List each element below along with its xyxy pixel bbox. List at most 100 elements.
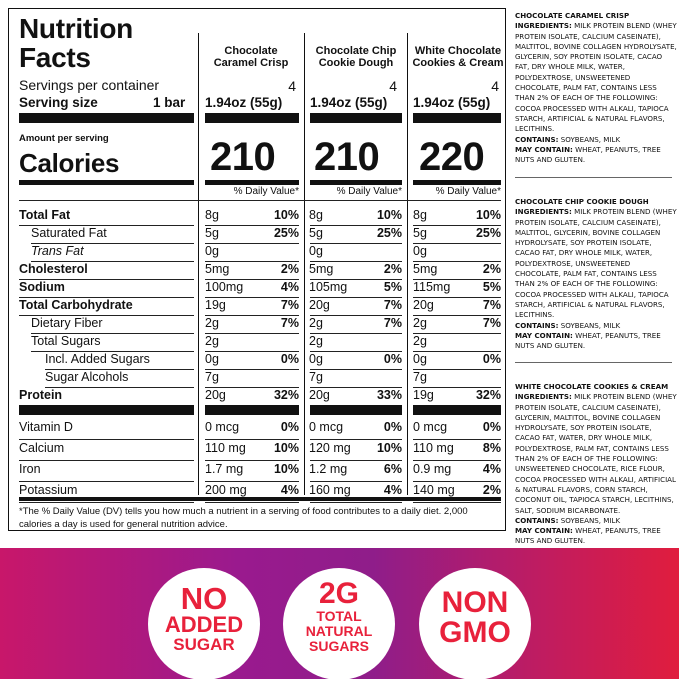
nutrient-percent: 2% xyxy=(482,262,501,276)
nutrient-percent: 4% xyxy=(383,483,402,497)
row-divider xyxy=(19,460,194,461)
medium-rule xyxy=(19,180,194,185)
row-divider xyxy=(31,333,194,334)
nutrient-label: Cholesterol xyxy=(19,262,88,276)
row-divider xyxy=(19,225,194,226)
calories-value: 210 xyxy=(210,135,276,179)
nutrient-percent: 7% xyxy=(383,316,402,330)
may-contain-label: MAY CONTAIN: xyxy=(515,330,573,340)
row-divider xyxy=(413,439,501,440)
nutrient-percent: 10% xyxy=(273,208,299,222)
nutrient-amount: 7g xyxy=(413,370,427,384)
contains-text: SOYBEANS, MILK xyxy=(560,515,621,525)
thick-rule xyxy=(310,405,402,415)
thick-rule xyxy=(413,405,501,415)
nutrient-percent: 33% xyxy=(376,388,402,402)
nutrient-percent: 32% xyxy=(273,388,299,402)
nutrient-label: Protein xyxy=(19,388,63,402)
nutrient-amount: 0g xyxy=(205,352,219,366)
servings-value: 4 xyxy=(288,78,296,94)
serving-size-product: 1.94oz (55g) xyxy=(205,95,283,110)
row-divider xyxy=(310,460,402,461)
serving-size-product: 1.94oz (55g) xyxy=(413,95,491,110)
row-divider xyxy=(413,387,501,388)
nutrient-amount: 5g xyxy=(309,226,323,240)
nutrient-percent: 7% xyxy=(280,298,299,312)
badge-line: 2G xyxy=(318,577,360,610)
row-divider xyxy=(205,439,299,440)
nutrient-percent: 0% xyxy=(482,420,501,434)
contains-text: SOYBEANS, MILK xyxy=(560,134,621,144)
nutrient-amount: 20g xyxy=(413,298,434,312)
row-divider xyxy=(413,243,501,244)
nutrient-amount: 8g xyxy=(309,208,323,222)
nutrient-amount: 20g xyxy=(205,388,226,402)
row-divider xyxy=(413,351,501,352)
may-contain-label: MAY CONTAIN: xyxy=(515,526,573,536)
row-divider xyxy=(205,460,299,461)
nutrient-label: Incl. Added Sugars xyxy=(45,352,150,366)
nutrient-amount: 100mg xyxy=(205,280,244,294)
badge-line: TOTAL xyxy=(316,608,362,624)
thick-rule xyxy=(205,405,299,415)
nutrition-facts-title: Nutrition Facts xyxy=(19,13,133,73)
row-divider xyxy=(19,315,194,316)
nutrient-amount: 2g xyxy=(205,334,219,348)
badge-line: GMO xyxy=(439,616,511,649)
row-divider xyxy=(310,481,402,482)
nutrient-percent: 0% xyxy=(280,420,299,434)
row-divider xyxy=(310,261,402,262)
nutrient-label: Calcium xyxy=(19,441,65,455)
row-divider xyxy=(205,243,299,244)
ingredients-text: MILK PROTEIN BLEND (WHEY PROTEIN ISOLATE… xyxy=(515,21,677,134)
column-divider xyxy=(407,33,408,495)
nutrient-percent: 25% xyxy=(475,226,501,240)
nutrient-percent: 10% xyxy=(273,441,299,455)
ingredients-heading: CHOCOLATE CARAMEL CRISP xyxy=(515,11,630,20)
calories-label: Calories xyxy=(19,148,120,178)
nutrient-amount: 0g xyxy=(309,352,323,366)
may-contain-text: WHEAT, PEANUTS, TREE NUTS AND GLUTEN. xyxy=(515,144,661,165)
row-divider xyxy=(310,315,402,316)
nutrient-percent: 2% xyxy=(482,483,501,497)
nutrient-amount: 2g xyxy=(205,316,219,330)
ingredients-caramel-crisp: CHOCOLATE CARAMEL CRISP INGREDIENTS: MIL… xyxy=(515,11,677,165)
nutrient-amount: 105mg xyxy=(309,280,348,294)
column-divider xyxy=(304,33,305,495)
row-divider xyxy=(205,261,299,262)
nutrient-amount: 5g xyxy=(413,226,427,240)
contains-label: CONTAINS: xyxy=(515,515,559,525)
thick-rule xyxy=(205,113,299,123)
row-divider xyxy=(310,387,402,388)
nutrient-percent: 7% xyxy=(280,316,299,330)
badge-line: NON xyxy=(441,586,509,619)
nutrient-percent: 10% xyxy=(273,462,299,476)
medium-rule xyxy=(19,497,501,501)
servings-value: 4 xyxy=(491,78,499,94)
calories-value: 220 xyxy=(419,135,485,179)
ingredients-heading: WHITE CHOCOLATE COOKIES & CREAM xyxy=(515,382,669,391)
nutrient-amount: 7g xyxy=(309,370,323,384)
ingredients-text: MILK PROTEIN BLEND (WHEY PROTEIN ISOLATE… xyxy=(515,392,677,515)
nutrient-amount: 0.9 mg xyxy=(413,462,452,476)
row-divider xyxy=(205,351,299,352)
nutrient-amount: 110 mg xyxy=(413,441,454,455)
nutrient-percent: 7% xyxy=(482,298,501,312)
ingredients-divider xyxy=(515,177,672,178)
row-divider xyxy=(205,387,299,388)
ingredients-cookies-cream: WHITE CHOCOLATE COOKIES & CREAM INGREDIE… xyxy=(515,382,677,547)
column-divider xyxy=(198,33,199,495)
row-divider xyxy=(205,333,299,334)
thick-rule xyxy=(310,113,402,123)
row-divider xyxy=(310,369,402,370)
row-divider xyxy=(205,225,299,226)
nutrient-amount: 115mg xyxy=(413,280,451,294)
daily-value-footnote: *The % Daily Value (DV) tells you how mu… xyxy=(19,506,468,530)
row-divider xyxy=(310,439,402,440)
row-divider xyxy=(310,243,402,244)
nutrient-amount: 7g xyxy=(205,370,219,384)
nutrient-percent: 0% xyxy=(280,352,299,366)
nutrient-amount: 110 mg xyxy=(205,441,246,455)
row-divider xyxy=(310,279,402,280)
nutrient-percent: 25% xyxy=(376,226,402,240)
